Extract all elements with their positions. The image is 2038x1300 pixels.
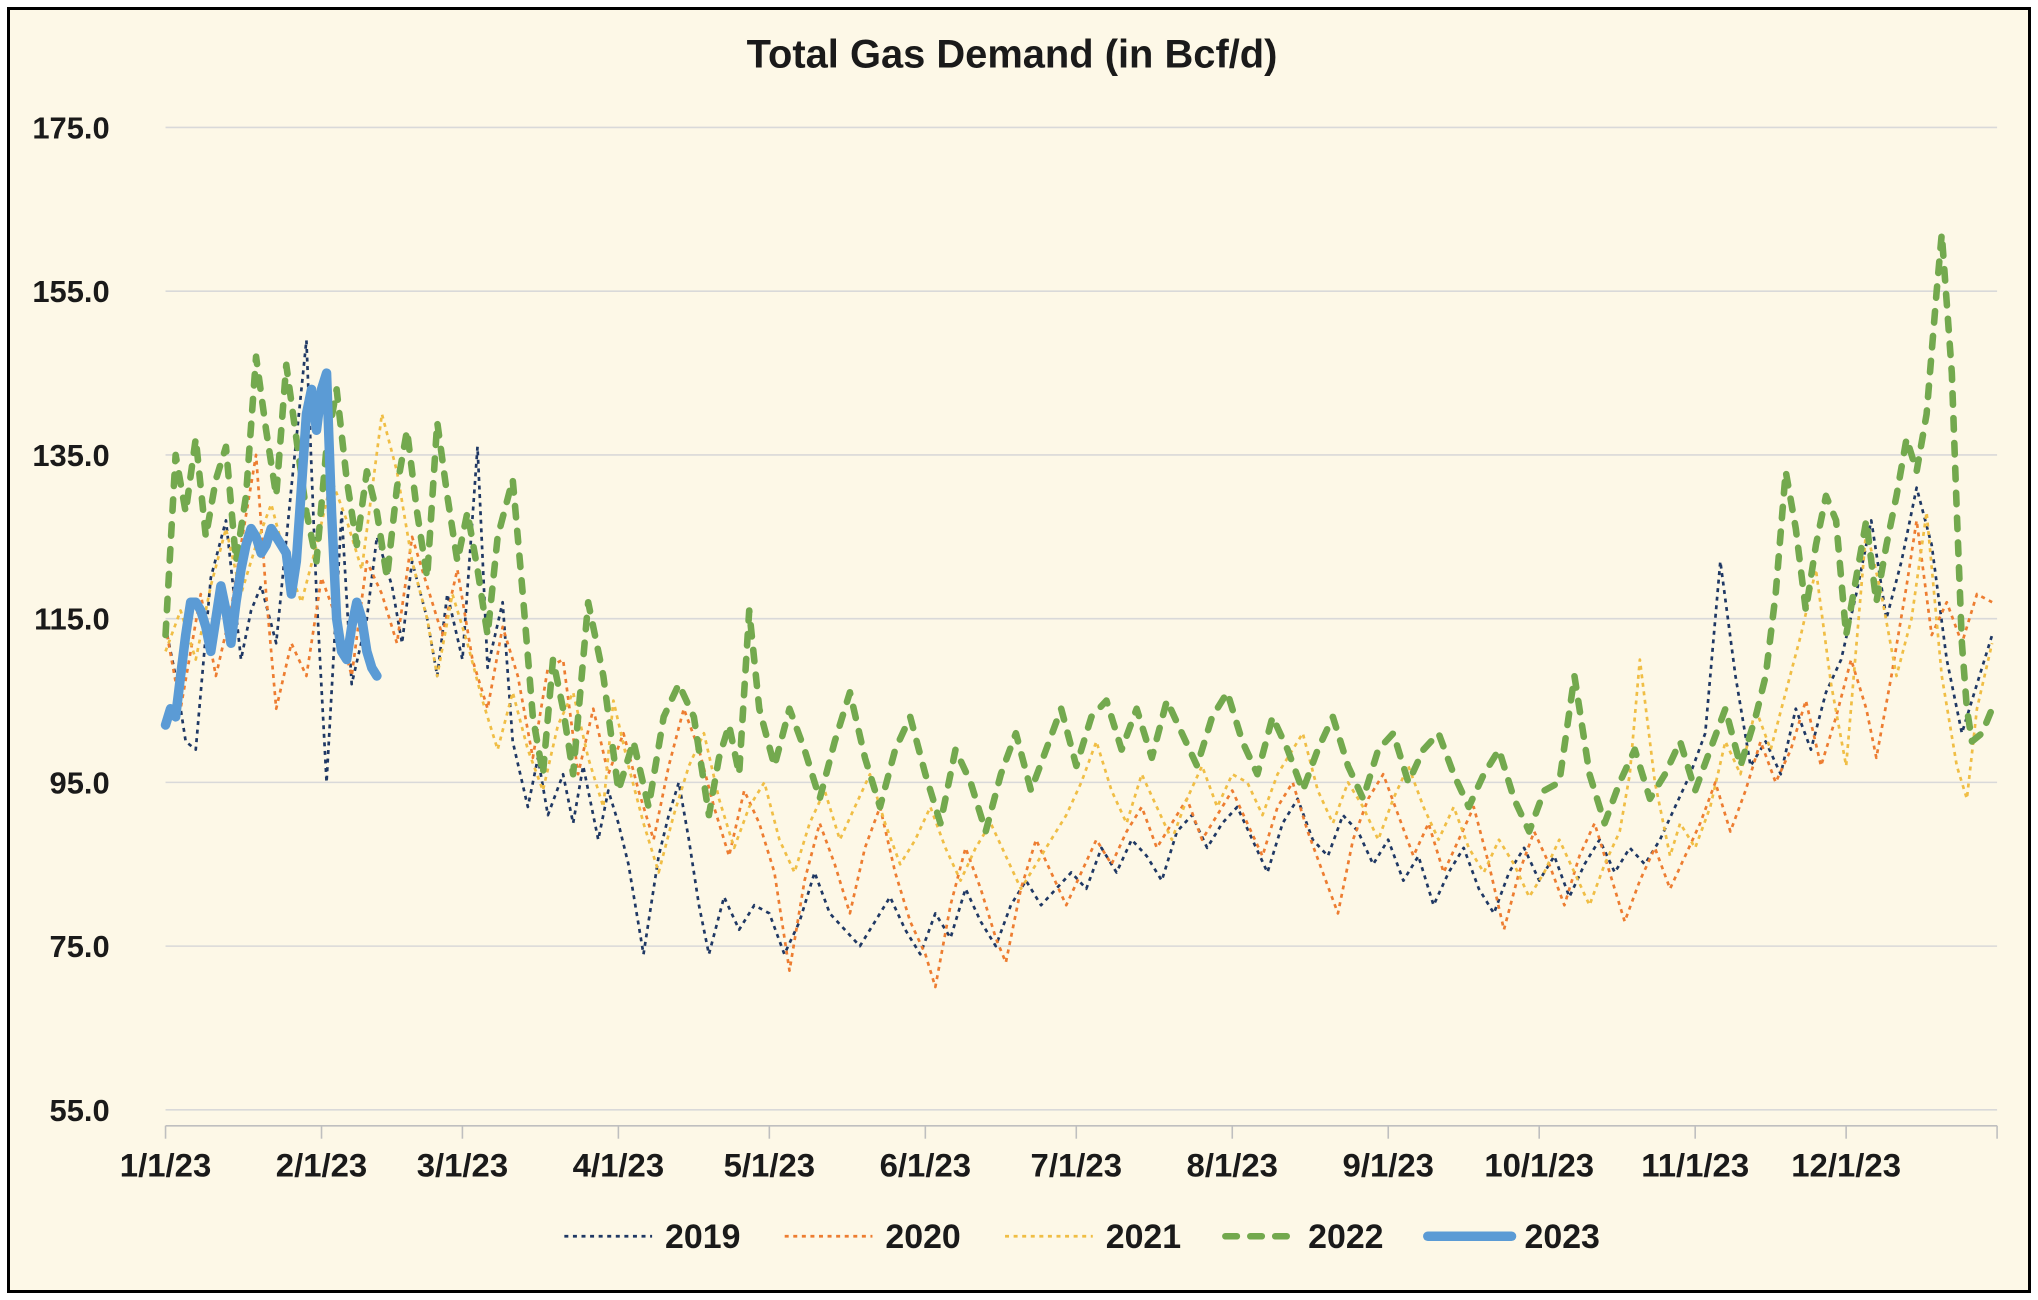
- legend-item-2021: 2021: [1005, 1218, 1181, 1256]
- legend-label-2019: 2019: [665, 1218, 740, 1256]
- y-axis-label: 175.0: [32, 110, 109, 145]
- x-axis-label: 3/1/23: [417, 1147, 508, 1184]
- legend-label-2021: 2021: [1106, 1218, 1181, 1256]
- chart-title: Total Gas Demand (in Bcf/d): [747, 33, 1278, 77]
- x-axis-label: 9/1/23: [1343, 1147, 1434, 1184]
- y-axis-label: 115.0: [34, 602, 110, 637]
- gas-demand-chart: Total Gas Demand (in Bcf/d) 55.0 75.0 95.0…: [32, 33, 1998, 1256]
- y-axis-label: 75.0: [50, 929, 110, 964]
- legend-item-2019: 2019: [564, 1218, 740, 1256]
- x-axis-label: 10/1/23: [1484, 1147, 1594, 1184]
- legend-item-2022: 2022: [1222, 1218, 1384, 1256]
- series-line-2023: [160, 368, 382, 730]
- y-axis-label: 155.0: [32, 274, 109, 309]
- x-axis-label: 5/1/23: [724, 1147, 815, 1184]
- series-line-2021: [164, 412, 1994, 907]
- y-axis-label: 135.0: [32, 438, 109, 473]
- legend-label-2020: 2020: [885, 1218, 960, 1256]
- x-axis-label: 6/1/23: [880, 1147, 971, 1184]
- chart-frame: Total Gas Demand (in Bcf/d) 55.0 75.0 95.0…: [7, 7, 2031, 1293]
- legend-item-2020: 2020: [784, 1218, 961, 1256]
- series-line-2022: [162, 230, 1996, 835]
- legend-item-2023: 2023: [1423, 1218, 1600, 1256]
- y-axis-label: 95.0: [50, 765, 110, 800]
- legend-label-2023: 2023: [1524, 1218, 1599, 1256]
- x-axis-label: 8/1/23: [1187, 1147, 1278, 1184]
- x-axis-label: 11/1/23: [1641, 1147, 1749, 1184]
- x-axis-label: 1/1/23: [120, 1147, 211, 1184]
- series-line-2020: [164, 453, 1993, 989]
- x-axis-label: 2/1/23: [276, 1147, 367, 1184]
- y-axis-label: 55.0: [50, 1093, 110, 1128]
- legend-label-2022: 2022: [1308, 1218, 1383, 1256]
- x-axis-label: 4/1/23: [573, 1147, 664, 1184]
- x-axis-label: 7/1/23: [1031, 1147, 1122, 1184]
- x-axis-label: 12/1/23: [1791, 1147, 1901, 1184]
